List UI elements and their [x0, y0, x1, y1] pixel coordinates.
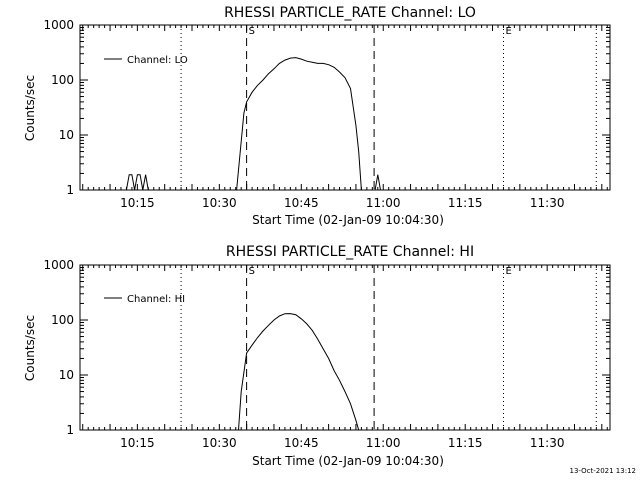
panel-lo-y-tick-label-2: 100	[51, 73, 74, 87]
panel-hi-legend: Channel: HI	[104, 294, 185, 305]
panel-lo-title: RHESSI PARTICLE_RATE Channel: LO	[224, 5, 476, 21]
panel-lo-x-tick-label-0: 10:15	[120, 196, 155, 210]
panel-lo-y-ticks: 1 10 100 1000	[43, 18, 610, 197]
panel-hi-x-tick-label-4: 11:15	[448, 436, 483, 450]
panel-lo-series-line-0	[125, 57, 381, 191]
panel-hi-marker-label-0: S	[249, 266, 255, 277]
panel-lo-x-axis-label: Start Time (02-Jan-09 10:04:30)	[252, 213, 444, 227]
panel-lo-x-ticks: 10:15 10:30 10:45 11:00 11:15 11:30	[82, 25, 608, 210]
panel-hi-x-tick-label-1: 10:30	[202, 436, 237, 450]
panel-lo-y-tick-label-3: 1000	[43, 18, 74, 32]
panel-hi-title: RHESSI PARTICLE_RATE Channel: HI	[226, 244, 474, 260]
panel-lo-x-tick-label-3: 11:00	[366, 196, 401, 210]
panel-lo-legend-label: Channel: LO	[127, 55, 188, 66]
panel-hi-marker-label-2: E	[506, 266, 512, 277]
timestamp-stamp: 13-Oct-2021 13:12	[570, 467, 636, 475]
panel-hi-x-tick-label-2: 10:45	[284, 436, 319, 450]
panel-hi-series-line-0	[238, 313, 360, 431]
panel-hi-x-ticks: 10:15 10:30 10:45 11:00 11:15 11:30	[82, 265, 608, 450]
panel-lo-plot-frame	[79, 24, 611, 191]
panel-lo-series	[125, 57, 381, 191]
panel-hi-y-tick-label-0: 1	[66, 423, 74, 437]
panel-lo-marker-label-2: E	[506, 26, 512, 37]
panel-hi-y-tick-label-3: 1000	[43, 258, 74, 272]
panel-lo-y-tick-label-1: 10	[59, 128, 74, 142]
panel-lo-x-tick-label-1: 10:30	[202, 196, 237, 210]
panel-hi-y-axis-label: Counts/sec	[23, 315, 37, 381]
panel-lo-x-tick-label-4: 11:15	[448, 196, 483, 210]
panel-lo-y-tick-label-0: 1	[66, 183, 74, 197]
panel-hi-x-tick-label-5: 11:30	[530, 436, 565, 450]
panel-hi-legend-label: Channel: HI	[127, 294, 185, 305]
panel-hi-plot-frame	[79, 264, 611, 431]
panel-lo-x-tick-label-2: 10:45	[284, 196, 319, 210]
panel-hi-y-tick-label-1: 10	[59, 368, 74, 382]
panel-hi-y-tick-label-2: 100	[51, 313, 74, 327]
panel-hi-series	[238, 313, 360, 431]
panel-lo-x-tick-label-5: 11:30	[530, 196, 565, 210]
panel-lo-y-axis-label: Counts/sec	[23, 75, 37, 141]
panel-hi-x-tick-label-0: 10:15	[120, 436, 155, 450]
panel-hi-x-axis-label: Start Time (02-Jan-09 10:04:30)	[252, 454, 444, 468]
panel-hi-y-ticks: 1 10 100 1000	[43, 258, 610, 437]
panel-lo-legend: Channel: LO	[104, 55, 188, 66]
panel-lo-marker-label-0: S	[249, 26, 255, 37]
panel-hi-x-tick-label-3: 11:00	[366, 436, 401, 450]
